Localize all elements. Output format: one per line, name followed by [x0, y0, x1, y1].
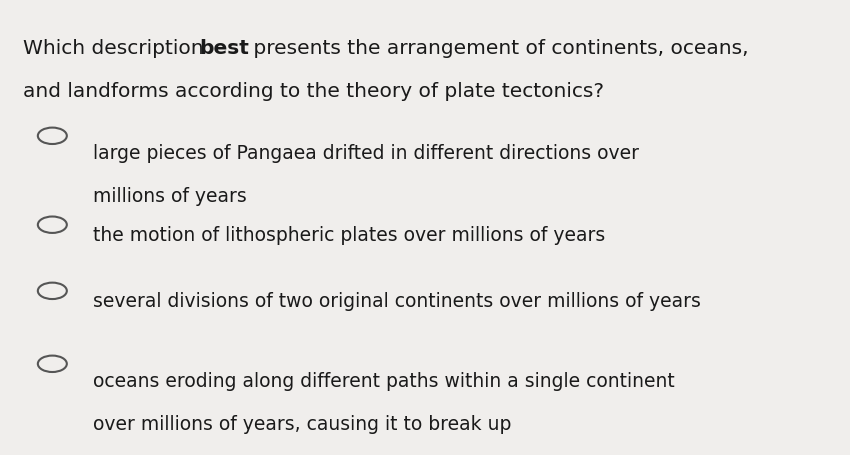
Text: millions of years: millions of years: [93, 187, 246, 206]
Text: presents the arrangement of continents, oceans,: presents the arrangement of continents, …: [246, 39, 749, 58]
Text: best: best: [200, 39, 250, 58]
Text: the motion of lithospheric plates over millions of years: the motion of lithospheric plates over m…: [93, 225, 605, 244]
Text: several divisions of two original continents over millions of years: several divisions of two original contin…: [93, 291, 700, 310]
Text: over millions of years, causing it to break up: over millions of years, causing it to br…: [93, 414, 511, 433]
Text: oceans eroding along different paths within a single continent: oceans eroding along different paths wit…: [93, 371, 674, 390]
Text: large pieces of Pangaea drifted in different directions over: large pieces of Pangaea drifted in diffe…: [93, 143, 638, 162]
Text: and landforms according to the theory of plate tectonics?: and landforms according to the theory of…: [23, 82, 604, 101]
Text: Which description: Which description: [23, 39, 210, 58]
